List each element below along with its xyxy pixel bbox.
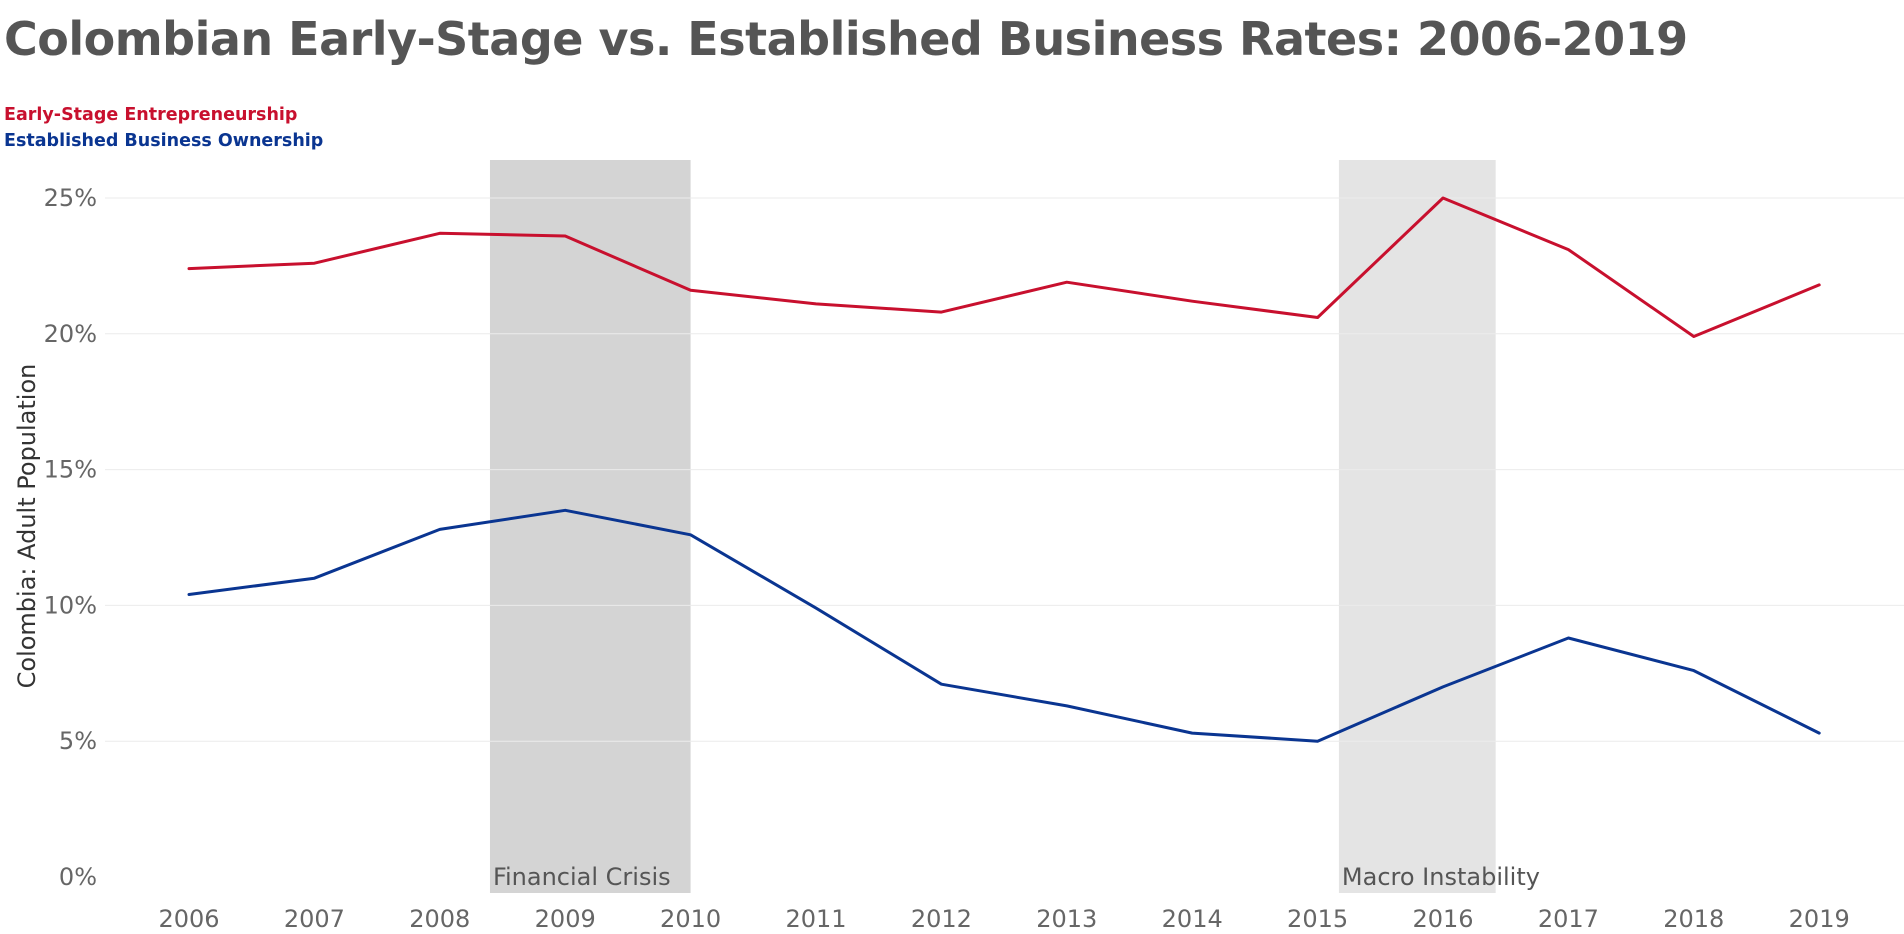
y-tick-label: 20% [44,320,97,348]
chart-title: Colombian Early-Stage vs. Established Bu… [4,12,1688,66]
y-axis-label: Colombia: Adult Population [13,364,41,689]
x-tick-label: 2013 [1036,905,1097,933]
macro-instability-label: Macro Instability [1342,863,1540,891]
x-tick-label: 2018 [1663,905,1724,933]
x-tick-label: 2006 [158,905,219,933]
x-tick-label: 2010 [660,905,721,933]
y-tick-label: 5% [59,727,97,755]
series-lines [187,196,1821,743]
x-tick-label: 2009 [535,905,596,933]
x-tick-label: 2008 [409,905,470,933]
gridlines [105,197,1904,742]
legend: Early-Stage Entrepreneurship Established… [4,102,323,154]
y-tick-label: 0% [59,863,97,891]
x-tick-label: 2015 [1287,905,1348,933]
early-stage-line [187,196,1821,338]
financial-crisis-band [489,160,691,893]
x-tick-label: 2016 [1412,905,1473,933]
y-tick-label: 25% [44,184,97,212]
x-tick-label: 2019 [1789,905,1850,933]
x-tick-label: 2012 [911,905,972,933]
x-tick-label: 2017 [1538,905,1599,933]
x-axis-ticks: 2006 2007 2008 2009 2010 2011 2012 2013 2014 2015… [158,905,1849,933]
established-line [187,508,1821,743]
x-tick-label: 2007 [284,905,345,933]
legend-item-early-stage: Early-Stage Entrepreneurship [4,105,298,125]
y-tick-label: 15% [44,456,97,484]
x-tick-label: 2011 [785,905,846,933]
y-axis-ticks: 0% 5% 10% 15% 20% 25% [44,184,97,891]
legend-item-established: Established Business Ownership [4,131,324,151]
financial-crisis-label: Financial Crisis [493,863,671,891]
y-tick-label: 10% [44,591,97,619]
annotation-bands: Financial Crisis Macro Instability [489,160,1540,893]
x-tick-label: 2014 [1162,905,1223,933]
macro-instability-band [1338,160,1496,893]
